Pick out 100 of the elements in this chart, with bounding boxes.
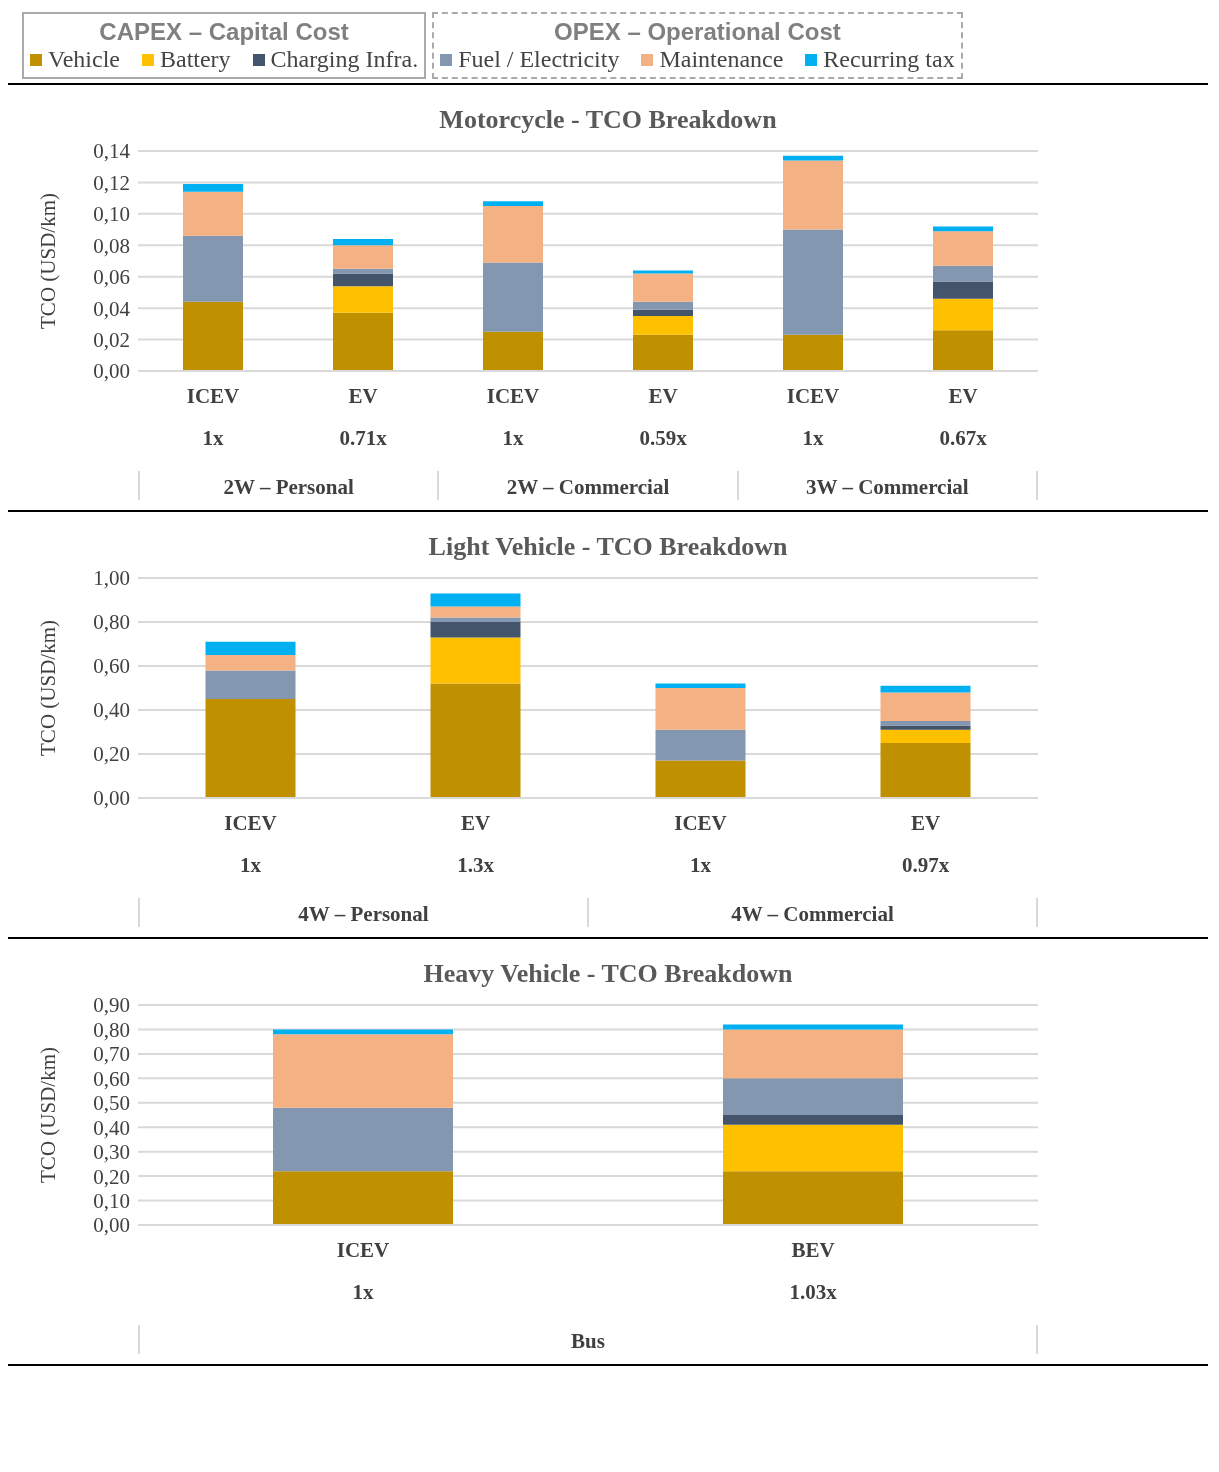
x-tick-label: ICEV 1x: [786, 384, 840, 450]
y-tick-label: 0,90: [93, 993, 130, 1018]
bar: [880, 721, 971, 726]
bar: [933, 330, 993, 371]
legend-label: Recurring tax: [822, 46, 955, 73]
bar: [723, 1115, 903, 1125]
bar: [273, 1029, 453, 1035]
text: OPEX – Operational Cost: [553, 18, 842, 46]
bar: [430, 617, 521, 622]
bar: [880, 743, 971, 798]
y-tick-label: 0,60: [93, 1066, 130, 1091]
chart-title: Light Vehicle - TCO Breakdown: [427, 532, 789, 562]
bar: [933, 265, 993, 282]
bar: [633, 309, 693, 316]
bar: [430, 683, 521, 798]
bar: [430, 622, 521, 638]
x-tick-label: EV 1.3x: [457, 811, 495, 877]
legend-label: Battery: [158, 46, 231, 73]
x-tick-label: ICEV 1x: [224, 811, 277, 877]
bar: [723, 1029, 903, 1079]
bar: [723, 1124, 903, 1172]
bar: [633, 316, 693, 335]
legend-label: Fuel / Electricity: [457, 46, 620, 73]
text: 4W – Commercial: [587, 898, 1038, 927]
y-axis-title: TCO (USD/km): [36, 620, 61, 756]
y-tick-label: 0,02: [93, 328, 130, 353]
bar: [483, 206, 543, 263]
bar: [723, 1171, 903, 1225]
text: CAPEX – Capital Cost: [98, 18, 350, 46]
x-tick-label: EV 0.59x: [639, 384, 688, 450]
y-tick-label: 0,20: [93, 1164, 130, 1189]
y-tick-label: 0,12: [93, 170, 130, 195]
x-tick-label: EV 0.71x: [339, 384, 388, 450]
x-tick-label: ICEV 1x: [674, 811, 727, 877]
bar: [655, 683, 746, 688]
bar: [633, 270, 693, 274]
y-tick-label: 0,80: [93, 610, 130, 635]
legend-label: Vehicle: [47, 46, 120, 73]
bar: [633, 301, 693, 310]
bar: [333, 286, 393, 313]
bar: [723, 1078, 903, 1115]
bar: [430, 593, 521, 607]
y-tick-label: 0,00: [93, 786, 130, 811]
bar: [205, 699, 296, 798]
bar: [880, 692, 971, 721]
text: Bus: [138, 1325, 1038, 1354]
x-tick-label: ICEV 1x: [186, 384, 240, 450]
bar: [933, 231, 993, 266]
y-tick-label: 0,00: [93, 1213, 130, 1238]
y-tick-label: 0,10: [93, 202, 130, 227]
bar: [783, 229, 843, 335]
text: 2W – Commercial: [437, 471, 737, 500]
chart-title: Motorcycle - TCO Breakdown: [438, 105, 778, 135]
bar: [333, 239, 393, 246]
y-tick-label: 0,20: [93, 742, 130, 767]
y-tick-label: 0,30: [93, 1140, 130, 1165]
legend-label: Charging Infra.: [269, 46, 419, 73]
y-tick-label: 0,40: [93, 1115, 130, 1140]
bar: [655, 729, 746, 761]
y-tick-label: 0,70: [93, 1042, 130, 1067]
bar: [783, 160, 843, 230]
y-tick-label: 0,10: [93, 1189, 130, 1214]
bar: [633, 273, 693, 302]
y-tick-label: 0,50: [93, 1091, 130, 1116]
bar: [483, 262, 543, 332]
bar: [333, 268, 393, 274]
bar: [933, 298, 993, 331]
bar: [333, 312, 393, 371]
bar: [430, 606, 521, 618]
bar: [205, 655, 296, 671]
bar: [183, 235, 243, 302]
x-tick-label: ICEV 1x: [486, 384, 540, 450]
bar: [273, 1171, 453, 1225]
y-tick-label: 0,60: [93, 654, 130, 679]
bar: [880, 729, 971, 743]
y-tick-label: 0,06: [93, 265, 130, 290]
bar: [273, 1107, 453, 1172]
y-tick-label: 0,40: [93, 698, 130, 723]
bar: [333, 245, 393, 269]
bar: [933, 281, 993, 299]
y-tick-label: 0,14: [93, 139, 131, 164]
y-tick-label: 0,80: [93, 1017, 130, 1042]
chart-title: Heavy Vehicle - TCO Breakdown: [422, 959, 794, 989]
y-axis-title: TCO (USD/km): [36, 193, 61, 329]
x-tick-label: EV 0.67x: [939, 384, 988, 450]
bar: [183, 191, 243, 236]
bar: [783, 334, 843, 371]
x-tick-label: EV 0.97x: [901, 811, 950, 877]
legend-label: Maintenance: [658, 46, 784, 73]
bar: [333, 273, 393, 287]
bar: [933, 226, 993, 232]
text: 4W – Personal: [138, 898, 587, 927]
y-tick-label: 0,08: [93, 233, 130, 258]
bar: [183, 301, 243, 371]
bar: [483, 201, 543, 206]
bar: [655, 688, 746, 730]
bar: [880, 725, 971, 730]
bar: [880, 685, 971, 693]
bar: [205, 641, 296, 655]
text: 2W – Personal: [138, 471, 438, 500]
